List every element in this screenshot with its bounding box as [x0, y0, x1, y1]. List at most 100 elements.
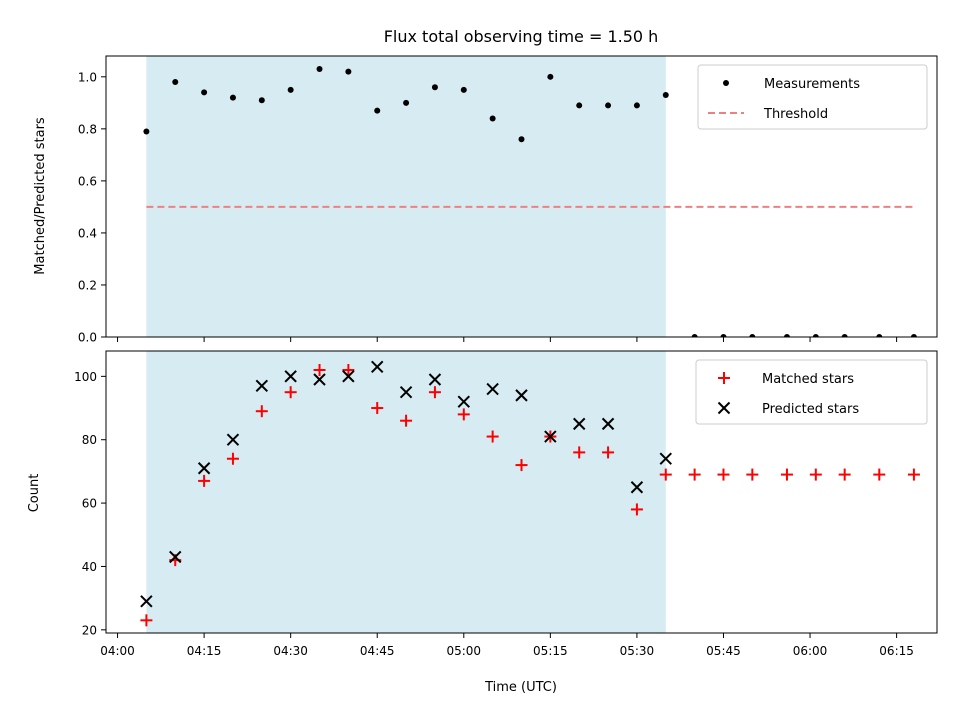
- measurement-point: [345, 68, 352, 75]
- measurement-point: [431, 84, 438, 91]
- measurement-point: [547, 73, 554, 80]
- x-tick-label: 05:30: [620, 644, 655, 658]
- legend: Measurements Threshold: [697, 64, 928, 130]
- marker-stroke: [169, 550, 182, 564]
- matched-star-marker: [688, 468, 701, 481]
- marker-stroke: [659, 452, 672, 465]
- y-tick-label: 0.4: [78, 226, 97, 240]
- y-tick-label: 100: [74, 370, 97, 384]
- measurement-point: [910, 334, 917, 337]
- marker-stroke: [486, 382, 499, 396]
- predicted-star-marker: [255, 379, 269, 393]
- axes-frame: [105, 55, 938, 338]
- predicted-star-marker: [544, 430, 557, 443]
- measurement-point: [143, 128, 150, 135]
- matched-star-marker: [873, 468, 886, 481]
- marker-stroke: [226, 433, 240, 446]
- matched-star-marker: [717, 468, 730, 481]
- marker-stroke: [601, 417, 615, 431]
- predicted-star-marker: [601, 417, 615, 431]
- matched-star-marker: [838, 468, 851, 481]
- x-tick-label: 04:45: [360, 644, 395, 658]
- matched-star-marker: [140, 614, 153, 627]
- observing-window-shade: [146, 351, 666, 633]
- matched-star-marker: [780, 468, 793, 481]
- marker-stroke: [399, 385, 413, 399]
- measurement-point: [633, 102, 640, 109]
- matched-star-marker: [284, 386, 297, 399]
- legend-label: Matched stars: [762, 372, 854, 387]
- predicted-star-marker: [226, 433, 240, 446]
- legend-predicted-swatch: [717, 401, 731, 415]
- matched-star-marker: [428, 386, 441, 399]
- predicted-star-marker: [630, 481, 644, 494]
- marker-stroke: [284, 370, 297, 383]
- plot-area: [143, 66, 917, 337]
- measurement-point: [749, 334, 756, 337]
- predicted-star-marker: [399, 385, 413, 399]
- measurement-point: [518, 136, 525, 143]
- measurement-point: [172, 79, 179, 86]
- marker-stroke: [717, 401, 731, 415]
- observing-window-shade: [146, 56, 666, 337]
- x-tick-label: 04:15: [187, 644, 222, 658]
- y-tick-label: 1.0: [78, 70, 97, 84]
- bottom-panel: 20 40 60 80 100 04:00 04:15 04:30 04:45 05:00 05:1…: [74, 350, 938, 658]
- legend-label: Threshold: [763, 107, 828, 122]
- matched-star-marker: [515, 459, 528, 472]
- measurement-point: [876, 334, 883, 337]
- measurement-point: [841, 334, 848, 337]
- x-tick-label: 05:00: [446, 644, 481, 658]
- legend: Matched stars Predicted stars: [695, 359, 928, 425]
- matched-star-marker: [630, 503, 643, 516]
- legend-measurement-swatch: [723, 80, 729, 86]
- marker-stroke: [140, 595, 153, 608]
- x-tick-label: 04:00: [100, 644, 135, 658]
- legend-box: [697, 64, 928, 130]
- matched-star-marker: [313, 364, 326, 377]
- y-tick-label: 0.0: [78, 331, 97, 345]
- measurement-point: [576, 102, 583, 109]
- matched-star-marker: [226, 452, 239, 465]
- matched-star-marker: [457, 408, 470, 421]
- matched-star-marker: [746, 468, 759, 481]
- marker-stroke: [255, 379, 269, 393]
- matched-star-marker: [907, 468, 920, 481]
- measurement-point: [229, 94, 236, 101]
- measurement-point: [403, 99, 410, 106]
- y-tick-label: 80: [82, 433, 97, 447]
- measurement-point: [720, 334, 727, 337]
- x-tick-label: 06:00: [793, 644, 828, 658]
- matched-star-marker: [198, 474, 211, 487]
- matched-star-marker: [400, 414, 413, 427]
- predicted-star-marker: [457, 395, 470, 408]
- chart-title: Flux total observing time = 1.50 h: [384, 27, 659, 46]
- y-tick-label: 60: [82, 497, 97, 511]
- x-tick-label: 05:15: [533, 644, 568, 658]
- predicted-star-marker: [371, 360, 384, 374]
- measurement-point: [489, 115, 496, 122]
- predicted-star-marker: [140, 595, 153, 608]
- predicted-star-marker: [313, 373, 326, 386]
- x-tick-label: 06:15: [879, 644, 914, 658]
- matched-star-marker: [255, 405, 268, 418]
- marker-stroke: [544, 430, 557, 443]
- plot-area: [140, 360, 920, 627]
- marker-stroke: [428, 373, 442, 386]
- marker-stroke: [573, 417, 586, 431]
- measurement-point: [812, 334, 819, 337]
- marker-stroke: [197, 462, 211, 475]
- predicted-star-marker: [428, 373, 442, 386]
- x-axis-label: Time (UTC): [484, 680, 557, 695]
- legend-label: Measurements: [764, 77, 860, 92]
- matched-star-marker: [602, 446, 615, 459]
- matched-star-marker: [486, 430, 499, 443]
- measurement-point: [258, 97, 265, 104]
- matched-star-marker: [371, 402, 384, 415]
- matched-star-marker: [573, 446, 586, 459]
- marker-stroke: [313, 373, 326, 386]
- top-y-axis-label: Matched/Predicted stars: [33, 117, 48, 275]
- marker-stroke: [515, 389, 528, 402]
- measurement-point: [662, 92, 669, 99]
